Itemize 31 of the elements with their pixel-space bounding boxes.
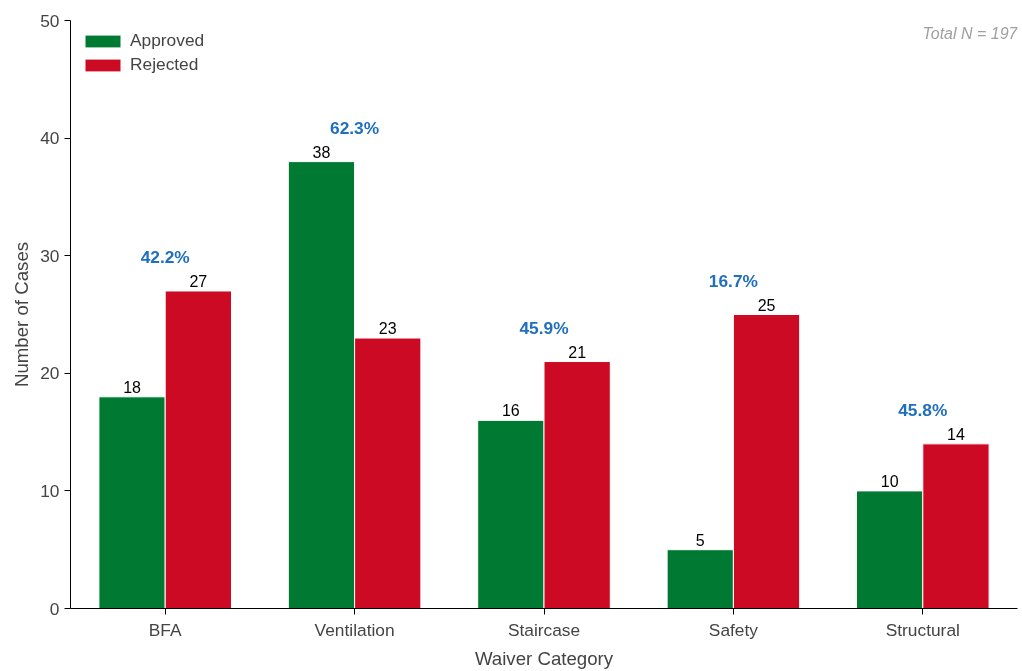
data-label: 16: [501, 402, 520, 420]
data-label: 21: [568, 343, 587, 361]
annotation: 45.8%: [898, 399, 948, 420]
annotation: 16.7%: [708, 270, 758, 291]
y-tick-label: 10: [40, 480, 60, 501]
x-tick-label: Safety: [708, 619, 759, 640]
y-axis-title: Number of Cases: [11, 241, 33, 388]
data-label: 18: [123, 378, 142, 396]
data-label: 14: [947, 425, 965, 443]
x-tick-label: Structural: [885, 619, 960, 640]
data-label: 23: [378, 320, 397, 338]
data-label: 27: [189, 272, 208, 290]
x-tick-label: BFA: [148, 619, 183, 640]
data-label: 38: [312, 143, 331, 161]
annotation: 42.2%: [140, 246, 190, 267]
annotation: Total N = 197: [922, 24, 1019, 42]
x-tick-label: Ventilation: [314, 619, 395, 640]
legend-label: Approved: [130, 30, 205, 51]
y-tick-label: 40: [40, 128, 60, 149]
y-tick-label: 50: [40, 10, 60, 31]
data-label: 25: [757, 296, 776, 314]
y-tick-label: 20: [40, 363, 60, 384]
annotation: 45.9%: [519, 317, 569, 338]
annotation: 62.3%: [330, 117, 380, 138]
y-tick-label: 30: [40, 245, 60, 266]
legend-label: Rejected: [130, 54, 199, 75]
data-label: 10: [880, 472, 899, 490]
x-tick-label: Staircase: [507, 619, 581, 640]
x-axis-title: Waiver Category: [474, 647, 614, 669]
y-tick-label: 0: [49, 598, 60, 619]
data-label: 5: [695, 531, 705, 549]
